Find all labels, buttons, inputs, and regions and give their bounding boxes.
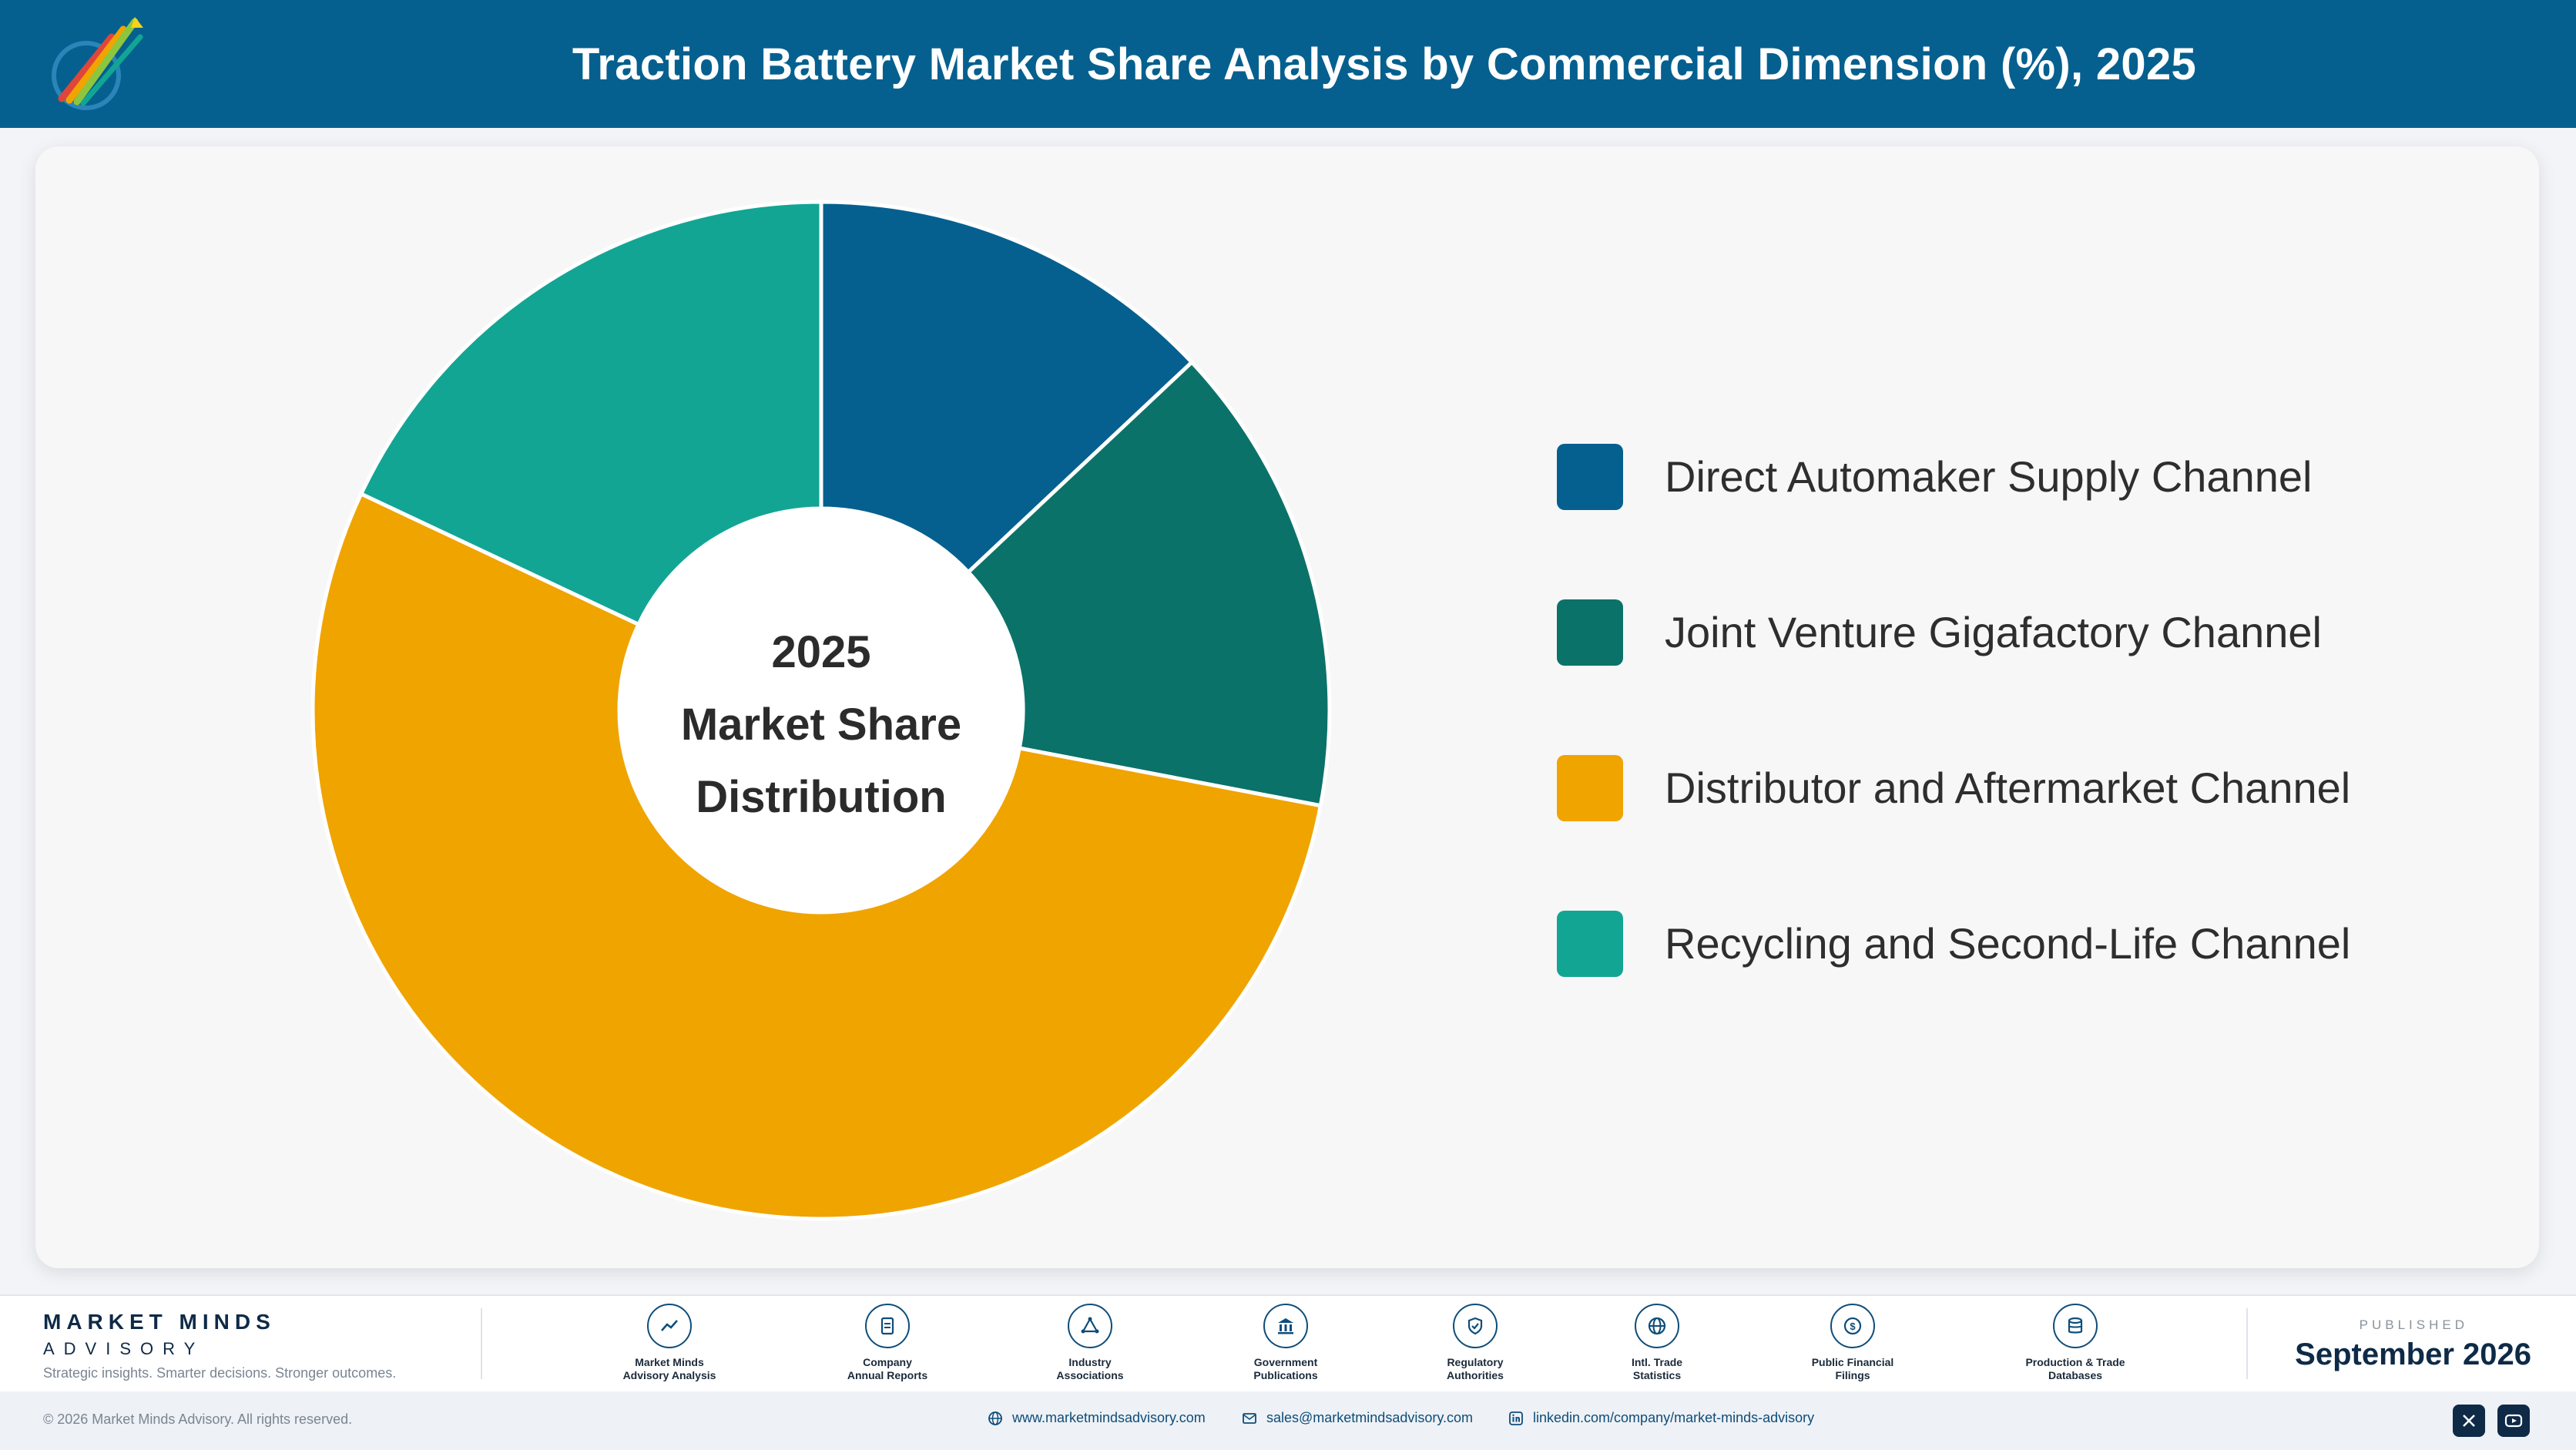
source-item: Company Annual Reports: [803, 1304, 972, 1382]
globe-icon: [988, 1411, 1002, 1425]
source-label: Government Publications: [1253, 1356, 1318, 1381]
footer: MARKET MINDS ADVISORY Strategic insights…: [0, 1294, 2576, 1391]
source-label: Intl. Trade Statistics: [1631, 1356, 1683, 1381]
legend-label: Distributor and Aftermarket Channel: [1665, 764, 2351, 812]
copyright-text: © 2026 Market Minds Advisory. All rights…: [43, 1411, 353, 1427]
source-item: Market Minds Advisory Analysis: [585, 1304, 754, 1382]
linkedin-link[interactable]: linkedin.com/company/market-minds-adviso…: [1508, 1410, 1814, 1426]
shield-check-icon: [1453, 1304, 1498, 1348]
government-building-icon: [1263, 1304, 1308, 1348]
mail-icon: [1243, 1412, 1256, 1424]
published-date: September 2026: [2295, 1338, 2531, 1371]
dollar-coin-icon: $: [1830, 1304, 1875, 1348]
legend-item-distributor-aftermarket: Distributor and Aftermarket Channel: [1557, 755, 2350, 911]
linkedin-icon: [1509, 1411, 1523, 1425]
source-label: Industry Associations: [1056, 1356, 1124, 1381]
header-bar: Traction Battery Market Share Analysis b…: [0, 0, 2576, 128]
divider: [481, 1308, 482, 1379]
brand-sub: ADVISORY: [43, 1339, 205, 1358]
svg-text:$: $: [1850, 1321, 1856, 1332]
linkedin-text: linkedin.com/company/market-minds-adviso…: [1533, 1410, 1815, 1425]
donut-hole: [619, 509, 1023, 912]
youtube-social-button[interactable]: [2497, 1405, 2530, 1437]
source-label: Regulatory Authorities: [1447, 1356, 1504, 1381]
globe-icon: [1635, 1304, 1679, 1348]
donut-chart: [310, 200, 1332, 1221]
legend-label: Direct Automaker Supply Channel: [1665, 452, 2313, 501]
chart-line-icon: [647, 1304, 692, 1348]
x-logo-icon: [2463, 1415, 2475, 1427]
legend-swatch: [1557, 911, 1623, 977]
chart-legend: Direct Automaker Supply Channel Joint Ve…: [1557, 444, 2350, 1066]
database-icon: [2053, 1304, 2098, 1348]
brand-name: MARKET MINDS: [43, 1310, 276, 1334]
legend-item-direct-automaker: Direct Automaker Supply Channel: [1557, 444, 2350, 599]
source-label: Production & Trade Databases: [2025, 1356, 2125, 1381]
source-label: Company Annual Reports: [847, 1356, 928, 1381]
email-text: sales@marketmindsadvisory.com: [1266, 1410, 1474, 1425]
document-icon: [865, 1304, 910, 1348]
legend-item-recycling-second-life: Recycling and Second-Life Channel: [1557, 911, 2350, 1066]
legend-label: Joint Venture Gigafactory Channel: [1665, 608, 2322, 656]
legend-swatch: [1557, 755, 1623, 821]
x-social-button[interactable]: [2453, 1405, 2485, 1437]
donut-center-label: 2025 Market Share Distribution: [629, 616, 1014, 834]
source-item: Industry Associations: [1005, 1304, 1175, 1382]
source-item: Production & Trade Databases: [1991, 1304, 2160, 1382]
legend-swatch: [1557, 444, 1623, 510]
website-text: www.marketmindsadvisory.com: [1012, 1410, 1206, 1425]
published-label: PUBLISHED: [2359, 1317, 2468, 1332]
center-label-year: 2025: [771, 627, 871, 677]
website-link[interactable]: www.marketmindsadvisory.com: [988, 1410, 1206, 1426]
divider: [2246, 1308, 2248, 1379]
legend-label: Recycling and Second-Life Channel: [1665, 919, 2351, 968]
source-label: Market Minds Advisory Analysis: [622, 1356, 716, 1381]
bottom-bar: © 2026 Market Minds Advisory. All rights…: [0, 1391, 2576, 1450]
youtube-icon: [2504, 1414, 2523, 1428]
chart-card: 2025 Market Share Distribution Direct Au…: [35, 146, 2539, 1268]
email-link[interactable]: sales@marketmindsadvisory.com: [1242, 1410, 1473, 1426]
source-item: Regulatory Authorities: [1390, 1304, 1560, 1382]
page-title: Traction Battery Market Share Analysis b…: [572, 39, 2197, 89]
company-logo-icon: [52, 17, 143, 110]
network-icon: [1068, 1304, 1112, 1348]
brand-tagline: Strategic insights. Smarter decisions. S…: [43, 1365, 397, 1381]
source-label: Public Financial Filings: [1811, 1356, 1894, 1381]
source-item: Government Publications: [1201, 1304, 1370, 1382]
center-label-line-2: Market Share: [680, 700, 962, 750]
source-item: $ Public Financial Filings: [1768, 1304, 1937, 1382]
center-label-line-3: Distribution: [696, 772, 947, 822]
legend-swatch: [1557, 599, 1623, 666]
source-item: Intl. Trade Statistics: [1572, 1304, 1742, 1382]
legend-item-joint-venture: Joint Venture Gigafactory Channel: [1557, 599, 2350, 755]
